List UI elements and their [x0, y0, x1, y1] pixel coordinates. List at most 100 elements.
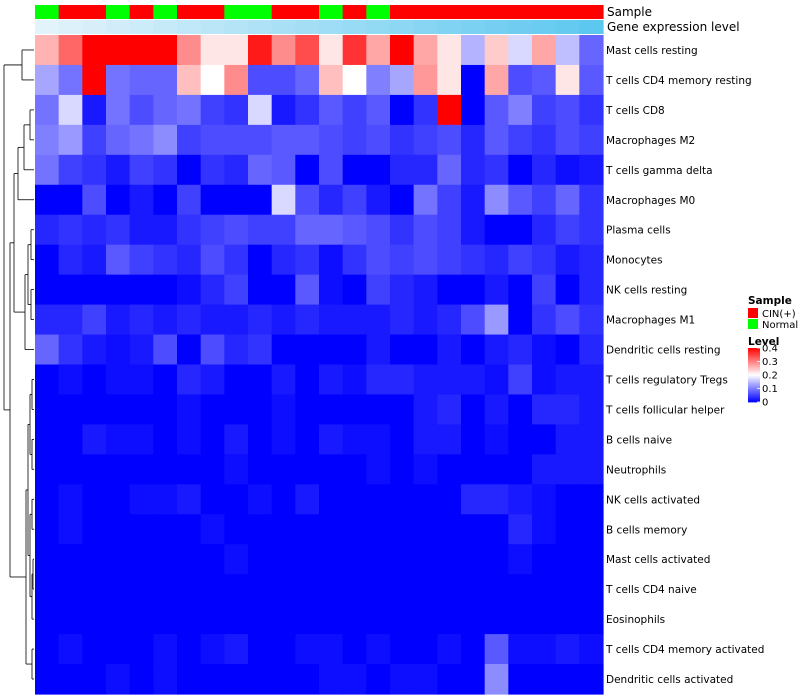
heatmap-cell: [153, 424, 178, 455]
level-tick-label: 0.1: [762, 384, 778, 395]
heatmap-cell: [413, 214, 438, 246]
heatmap-cell: [484, 334, 509, 366]
heatmap-cell: [508, 184, 533, 216]
heatmap-cell: [224, 154, 249, 186]
row-label: T cells follicular helper: [605, 404, 725, 416]
heatmap-cell: [437, 334, 462, 366]
heatmap-cell: [437, 544, 462, 575]
heatmap-cell: [295, 484, 320, 515]
heatmap-cell: [224, 35, 249, 66]
heatmap-cell: [129, 35, 154, 66]
heatmap-cell: [390, 274, 415, 306]
heatmap-cell: [508, 394, 533, 425]
heatmap-cell: [532, 484, 557, 515]
sample-annotation-cell: [200, 5, 225, 19]
heatmap-cell: [224, 454, 249, 485]
heatmap-cell: [82, 154, 107, 186]
heatmap-cell: [342, 424, 367, 455]
level-colorbar-segment: [748, 387, 760, 389]
sample-legend-swatch: [748, 308, 758, 318]
heatmap-cell: [366, 64, 391, 96]
heatmap-cell: [248, 154, 273, 186]
heatmap-cell: [390, 424, 415, 455]
heatmap-cell: [319, 454, 344, 485]
heatmap-cell: [200, 484, 225, 515]
heatmap-cell: [177, 604, 202, 635]
heatmap-cell: [295, 574, 320, 605]
heatmap-cell: [271, 574, 296, 605]
sample-annotation-cell: [106, 5, 131, 19]
heatmap-cell: [177, 544, 202, 575]
sample-annotation-cell: [437, 5, 462, 19]
row-label: T cells regulatory Tregs: [605, 374, 728, 386]
level-colorbar-segment: [748, 375, 760, 377]
level-colorbar-segment: [748, 379, 760, 381]
heatmap-cell: [461, 454, 486, 485]
heatmap-cell: [342, 244, 367, 276]
heatmap-cell: [295, 124, 320, 156]
heatmap-cell: [295, 544, 320, 575]
gene-expression-annotation-cell: [461, 20, 486, 34]
heatmap-cell: [366, 214, 391, 246]
heatmap-cell: [532, 664, 557, 695]
heatmap-cell: [366, 634, 391, 665]
heatmap-cell: [248, 574, 273, 605]
heatmap-cell: [58, 214, 83, 246]
row-label: B cells memory: [606, 524, 687, 536]
heatmap-cell: [35, 154, 60, 186]
heatmap-cell: [484, 574, 509, 605]
heatmap-cell: [342, 184, 367, 216]
row-label: T cells CD4 memory activated: [605, 644, 764, 656]
heatmap-cell: [484, 664, 509, 695]
heatmap-cell: [555, 514, 580, 545]
heatmap-cell: [271, 35, 296, 66]
level-colorbar-segment: [748, 358, 760, 361]
heatmap-cell: [319, 484, 344, 515]
gene-expression-annotation-cell: [106, 20, 131, 34]
row-label: Macrophages M0: [606, 195, 695, 207]
heatmap-cell: [58, 304, 83, 336]
heatmap-cell: [342, 274, 367, 306]
heatmap-cell: [224, 424, 249, 455]
heatmap-cell: [200, 574, 225, 605]
heatmap-cell: [129, 424, 154, 455]
heatmap-cell: [461, 35, 486, 66]
heatmap-cell: [106, 364, 131, 396]
sample-annotation-cell: [579, 5, 604, 19]
sample-annotation-cell: [271, 5, 296, 19]
level-colorbar-segment: [748, 348, 760, 350]
heatmap-cell: [58, 634, 83, 665]
sample-annotation-cell: [82, 5, 107, 19]
heatmap-cell: [366, 94, 391, 126]
heatmap-cell: [484, 394, 509, 425]
heatmap-cell: [177, 574, 202, 605]
heatmap-cell: [177, 484, 202, 515]
heatmap-cell: [366, 664, 391, 695]
heatmap-cell: [248, 184, 273, 216]
heatmap-cell: [248, 244, 273, 276]
level-colorbar-segment: [748, 399, 760, 402]
heatmap-cell: [58, 514, 83, 545]
sample-legend-title: Sample: [748, 295, 792, 307]
heatmap-cell: [82, 634, 107, 665]
heatmap-cell: [461, 634, 486, 665]
heatmap-cell: [224, 664, 249, 695]
heatmap-cell: [461, 274, 486, 306]
row-label: T cells CD4 naive: [605, 584, 697, 596]
heatmap-cell: [484, 514, 509, 545]
heatmap-cell: [271, 424, 296, 455]
heatmap-cell: [271, 64, 296, 96]
gene-expression-annotation-cell: [295, 20, 320, 34]
heatmap-cell: [200, 364, 225, 396]
heatmap-cell: [295, 94, 320, 126]
sample-annotation-cell: [224, 5, 249, 19]
heatmap-cell: [177, 634, 202, 665]
heatmap-cell: [437, 394, 462, 425]
heatmap-cell: [390, 154, 415, 186]
heatmap-cell: [461, 244, 486, 276]
heatmap-cell: [579, 274, 604, 306]
heatmap-cell: [461, 94, 486, 126]
heatmap-cell: [555, 544, 580, 575]
heatmap-cell: [295, 454, 320, 485]
sample-annotation-cell: [248, 5, 273, 19]
